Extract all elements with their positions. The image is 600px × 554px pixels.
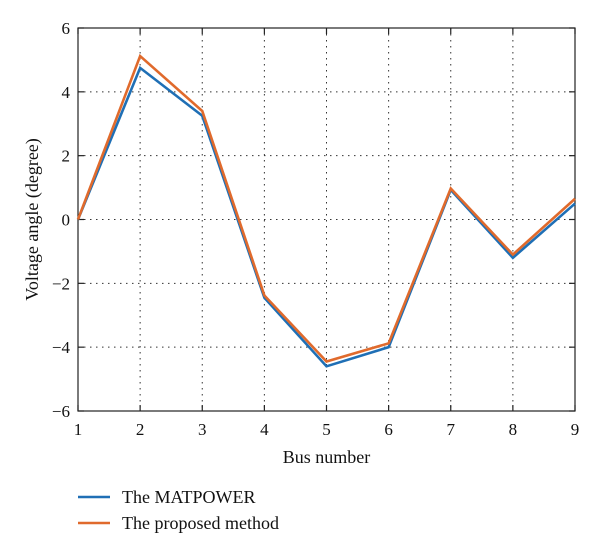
x-tick-label: 4 [260, 420, 269, 439]
x-tick-label: 6 [384, 420, 393, 439]
x-tick-label: 9 [571, 420, 580, 439]
series-line-0 [76, 65, 576, 368]
y-tick-label: 2 [62, 147, 71, 166]
x-axis-label: Bus number [283, 447, 371, 467]
y-tick-label: −2 [52, 274, 70, 293]
legend-label: The MATPOWER [122, 487, 256, 507]
y-axis-label: Voltage angle (degree) [22, 138, 43, 301]
plot-frame [77, 27, 576, 412]
y-tick-label: 4 [62, 83, 71, 102]
x-tick-label: 3 [198, 420, 207, 439]
tick-labels: 1 2 3 4 5 6 7 8 9 6 4 2 0 −2 −4 −6 [52, 19, 579, 439]
y-tick-label: 6 [62, 19, 71, 38]
x-tick-label: 1 [74, 420, 83, 439]
x-tick-label: 5 [322, 420, 331, 439]
x-tick-label: 8 [509, 420, 518, 439]
legend: The MATPOWER The proposed method [78, 487, 279, 533]
x-tick-label: 7 [447, 420, 456, 439]
grid-lines [78, 28, 575, 411]
series-line-1 [76, 53, 576, 364]
series-lines [76, 53, 576, 368]
y-tick-label: −6 [52, 402, 70, 421]
y-tick-label: −4 [52, 338, 71, 357]
x-tick-label: 2 [136, 420, 145, 439]
axis-ticks [77, 27, 576, 412]
y-tick-label: 0 [62, 211, 71, 230]
legend-label: The proposed method [122, 513, 279, 533]
